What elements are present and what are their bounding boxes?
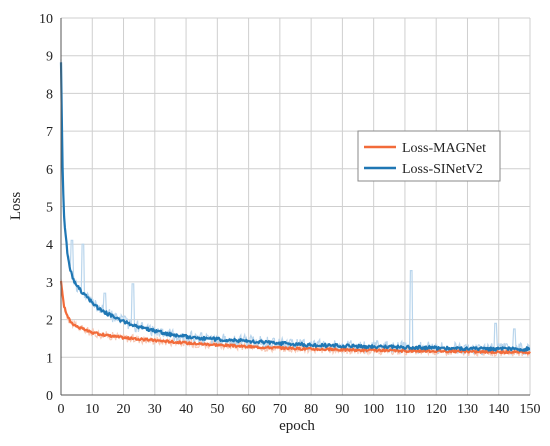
x-tick-label: 60 bbox=[242, 402, 256, 417]
y-tick-label: 3 bbox=[46, 276, 53, 291]
series-line-loss-sinetv2 bbox=[59, 62, 531, 352]
y-tick-label: 7 bbox=[46, 125, 53, 140]
x-tick-label: 70 bbox=[273, 402, 287, 417]
series-line-loss-magnet bbox=[59, 280, 531, 355]
legend: Loss-MAGNet Loss-SINetV2 bbox=[357, 130, 501, 182]
y-tick-label: 1 bbox=[46, 351, 53, 366]
x-tick-label: 130 bbox=[457, 402, 478, 417]
y-tick-label: 9 bbox=[46, 50, 53, 65]
legend-box bbox=[357, 130, 501, 182]
x-tick-label: 80 bbox=[304, 402, 318, 417]
x-tick-label: 150 bbox=[520, 402, 541, 417]
y-axis-title: Loss bbox=[8, 192, 24, 221]
y-tick-label: 5 bbox=[46, 201, 53, 216]
x-tick-label: 140 bbox=[488, 402, 509, 417]
x-tick-label: 40 bbox=[179, 402, 193, 417]
x-tick-label: 90 bbox=[335, 402, 349, 417]
x-tick-label: 100 bbox=[363, 402, 384, 417]
x-tick-label: 10 bbox=[85, 402, 99, 417]
y-tick-label: 6 bbox=[46, 163, 53, 178]
axes bbox=[60, 18, 530, 396]
x-tick-label: 120 bbox=[426, 402, 447, 417]
legend-label-magnet: Loss-MAGNet bbox=[402, 141, 486, 156]
x-tick-label: 30 bbox=[148, 402, 162, 417]
y-tick-label: 0 bbox=[46, 389, 53, 404]
x-tick-label: 110 bbox=[395, 402, 415, 417]
y-tick-label: 4 bbox=[46, 238, 53, 253]
legend-label-sinetv2: Loss-SINetV2 bbox=[402, 162, 483, 177]
tick-labels: 0 10 20 30 40 50 60 70 80 90 100 110 120 130 140 150 0 1 2… bbox=[39, 12, 541, 417]
y-tick-label: 8 bbox=[46, 87, 53, 102]
x-axis-title: epoch bbox=[279, 418, 315, 434]
series-layer bbox=[59, 62, 531, 355]
x-tick-label: 50 bbox=[210, 402, 224, 417]
raw-series-layer bbox=[60, 59, 531, 358]
y-tick-label: 10 bbox=[39, 12, 53, 27]
x-tick-label: 0 bbox=[58, 402, 65, 417]
y-tick-label: 2 bbox=[46, 314, 53, 329]
x-tick-label: 20 bbox=[117, 402, 131, 417]
